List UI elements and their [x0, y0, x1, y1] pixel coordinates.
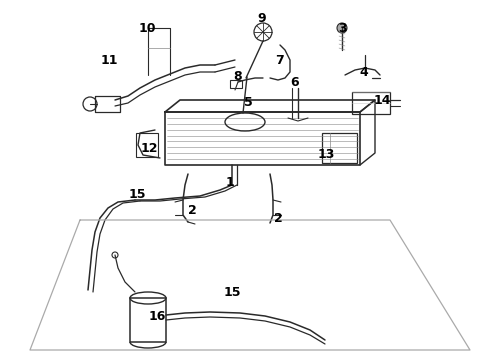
Text: 2: 2: [188, 204, 196, 217]
Bar: [130, 298, 166, 342]
Text: 13: 13: [318, 148, 335, 162]
Text: 3: 3: [338, 22, 346, 35]
Text: 10: 10: [138, 22, 156, 35]
Text: 6: 6: [291, 77, 299, 90]
Bar: [322, 133, 357, 163]
Text: 14: 14: [373, 94, 391, 107]
Text: 11: 11: [100, 54, 118, 67]
Text: 9: 9: [258, 12, 266, 24]
Bar: [352, 92, 390, 114]
Text: 4: 4: [360, 67, 368, 80]
Text: 12: 12: [140, 141, 158, 154]
Circle shape: [337, 23, 347, 33]
Text: 15: 15: [128, 189, 146, 202]
Text: 8: 8: [234, 71, 243, 84]
Text: 15: 15: [223, 285, 241, 298]
Text: 7: 7: [274, 54, 283, 67]
Bar: [136, 133, 158, 157]
Text: 2: 2: [273, 211, 282, 225]
Text: 1: 1: [225, 176, 234, 189]
Text: 5: 5: [244, 96, 252, 109]
Text: 16: 16: [148, 310, 166, 323]
Bar: [230, 80, 242, 88]
